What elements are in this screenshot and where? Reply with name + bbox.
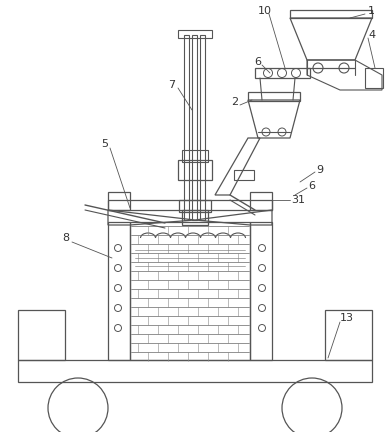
Bar	[179, 200, 211, 212]
Bar	[248, 92, 300, 101]
Bar	[130, 222, 250, 360]
Bar	[365, 68, 383, 88]
Text: 1: 1	[367, 6, 374, 16]
Text: 5: 5	[101, 139, 108, 149]
Bar	[178, 30, 212, 38]
Bar	[182, 210, 208, 225]
Bar	[200, 35, 205, 220]
Text: 7: 7	[168, 80, 176, 90]
Text: 6: 6	[255, 57, 262, 67]
Bar	[182, 150, 208, 162]
Bar	[192, 35, 197, 220]
Text: 4: 4	[369, 30, 376, 40]
Bar	[108, 192, 130, 210]
Bar	[250, 222, 272, 360]
Text: 2: 2	[231, 97, 239, 107]
Bar	[178, 160, 212, 180]
Bar	[108, 222, 130, 360]
Text: 13: 13	[340, 313, 354, 323]
Bar	[255, 68, 310, 78]
Text: 8: 8	[62, 233, 69, 243]
Text: 9: 9	[316, 165, 324, 175]
Bar	[250, 192, 272, 210]
Bar	[290, 10, 372, 18]
Bar	[18, 360, 372, 382]
Bar	[234, 170, 254, 180]
Text: 10: 10	[258, 6, 272, 16]
Bar	[108, 200, 272, 210]
Text: 31: 31	[291, 195, 305, 205]
Bar	[184, 35, 189, 220]
Text: 6: 6	[308, 181, 316, 191]
